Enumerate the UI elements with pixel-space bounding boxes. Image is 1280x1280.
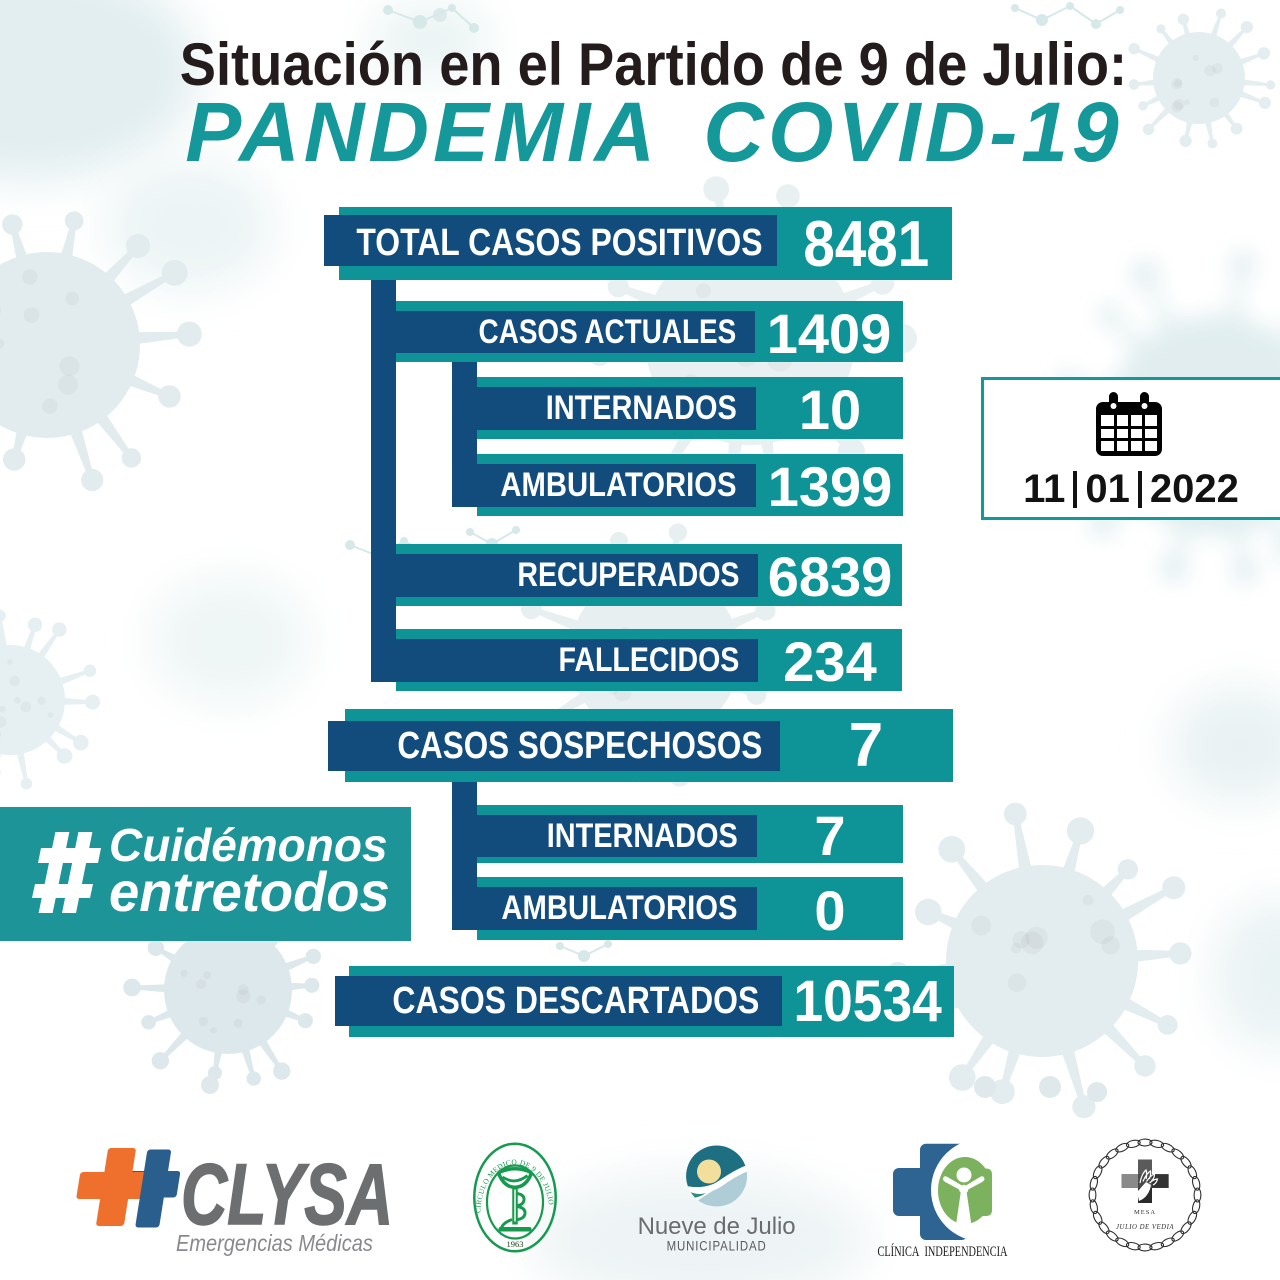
svg-text:CLÍNICA INDEPENDENCIA: CLÍNICA INDEPENDENCIA [878,1243,1008,1260]
svg-text:JULIO DE VEDIA: JULIO DE VEDIA [1116,1224,1174,1231]
svg-text:MESA: MESA [1134,1209,1156,1216]
svg-text:1963: 1963 [507,1239,524,1249]
svg-text:Nueve de Julio: Nueve de Julio [638,1213,796,1240]
svg-text:MUNICIPALIDAD: MUNICIPALIDAD [667,1239,767,1254]
